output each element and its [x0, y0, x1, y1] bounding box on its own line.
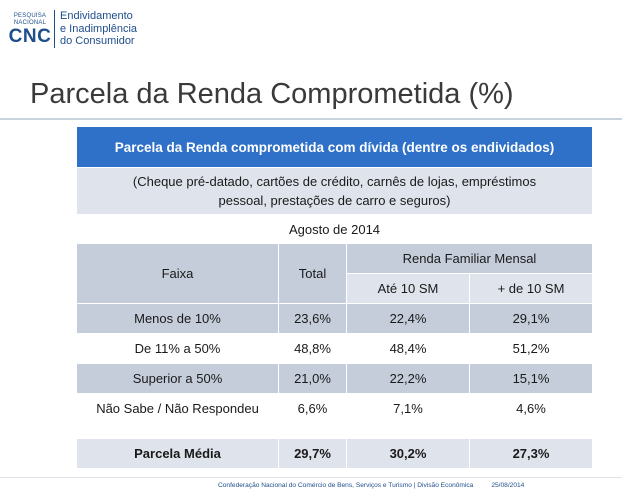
- page-title: Parcela da Renda Comprometida (%): [30, 78, 514, 110]
- table-spacer: [76, 423, 593, 439]
- table-header-row: Parcela da Renda comprometida com dívida…: [76, 126, 593, 168]
- cell-ate10: 48,4%: [346, 333, 470, 364]
- cell-faixa: Menos de 10%: [76, 303, 279, 334]
- cell-faixa: Parcela Média: [76, 438, 279, 469]
- cnc-logo: PESQUISA NACIONAL CNC Endividamento e In…: [8, 8, 137, 50]
- cell-ate10: 7,1%: [346, 393, 470, 424]
- cell-total: 6,6%: [278, 393, 347, 424]
- table-row: Superior a 50% 21,0% 22,2% 15,1%: [76, 363, 593, 394]
- logo-line2: e Inadimplência: [60, 22, 138, 35]
- logo-line3: do Consumidor: [60, 35, 135, 48]
- cell-ate10: 30,2%: [346, 438, 470, 469]
- cell-faixa: Não Sabe / Não Respondeu: [76, 393, 279, 424]
- cell-ate10: 22,2%: [346, 363, 470, 394]
- cell-faixa: Superior a 50%: [76, 363, 279, 394]
- cell-total: 29,7%: [278, 438, 347, 469]
- table-period-row: Agosto de 2014: [76, 214, 593, 244]
- col-header-ate10: Até 10 SM: [346, 273, 470, 304]
- table-spacer-row: [76, 423, 593, 439]
- col-header-group: Renda Familiar Mensal: [346, 243, 593, 274]
- cell-total: 21,0%: [278, 363, 347, 394]
- logo-small-line1: PESQUISA: [13, 12, 47, 19]
- footer: Confederação Nacional do Comércio de Ben…: [218, 482, 524, 489]
- cell-total: 23,6%: [278, 303, 347, 334]
- logo-text: Endividamento e Inadimplência do Consumi…: [60, 10, 137, 48]
- col-header-mais10: + de 10 SM: [469, 273, 593, 304]
- col-header-total: Total: [278, 243, 347, 304]
- cell-mais10: 15,1%: [469, 363, 593, 394]
- cell-mais10: 27,3%: [469, 438, 593, 469]
- column-header-row: Faixa Total Renda Familiar Mensal: [76, 243, 593, 304]
- table-period: Agosto de 2014: [76, 214, 593, 244]
- cell-faixa: De 11% a 50%: [76, 333, 279, 364]
- footer-date: 25/08/2014: [491, 482, 525, 489]
- subheader-line1: (Cheque pré-datado, cartões de crédito, …: [132, 174, 537, 189]
- title-divider: [0, 118, 622, 120]
- footer-text: Confederação Nacional do Comércio de Ben…: [218, 482, 474, 489]
- footer-divider: [0, 477, 622, 478]
- table-subheader: (Cheque pré-datado, cartões de crédito, …: [76, 167, 593, 215]
- cell-mais10: 4,6%: [469, 393, 593, 424]
- col-header-faixa: Faixa: [76, 243, 279, 304]
- data-table: Parcela da Renda comprometida com dívida…: [76, 126, 593, 469]
- table-row: Menos de 10% 23,6% 22,4% 29,1%: [76, 303, 593, 334]
- table-row: De 11% a 50% 48,8% 48,4% 51,2%: [76, 333, 593, 364]
- cell-ate10: 22,4%: [346, 303, 470, 334]
- logo-divider: [54, 10, 55, 48]
- table-header: Parcela da Renda comprometida com dívida…: [76, 126, 593, 168]
- subheader-line2: pessoal, prestações de carro e seguros): [218, 193, 451, 208]
- cell-mais10: 29,1%: [469, 303, 593, 334]
- logo-small-line2: NACIONAL: [13, 19, 47, 26]
- table-subheader-row: (Cheque pré-datado, cartões de crédito, …: [76, 167, 593, 215]
- logo-mark: PESQUISA NACIONAL CNC: [8, 12, 52, 47]
- table-average-row: Parcela Média 29,7% 30,2% 27,3%: [76, 438, 593, 469]
- cell-total: 48,8%: [278, 333, 347, 364]
- cell-mais10: 51,2%: [469, 333, 593, 364]
- logo-brand: CNC: [8, 25, 52, 47]
- table-row: Não Sabe / Não Respondeu 6,6% 7,1% 4,6%: [76, 393, 593, 424]
- column-subheader-row: Até 10 SM + de 10 SM: [77, 273, 593, 304]
- logo-line1: Endividamento: [60, 10, 133, 23]
